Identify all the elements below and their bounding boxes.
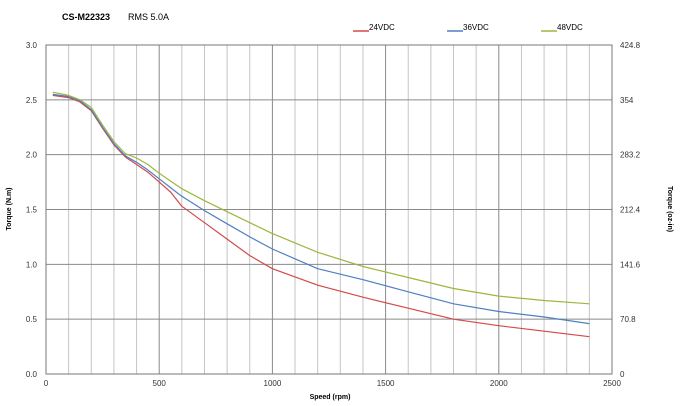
y2-axis-label: Torque (oz-in) [666, 186, 673, 232]
x-tick-label: 1000 [264, 379, 282, 388]
y2-tick-label: 354 [620, 96, 634, 105]
y-tick-label: 2.5 [26, 96, 38, 105]
legend-label: 36VDC [463, 23, 489, 32]
y-axis-ticks: 0.0 0.5 1.0 1.5 2.0 2.5 3.0 [26, 41, 38, 379]
legend-label: 48VDC [557, 23, 583, 32]
x-tick-label: 2500 [603, 379, 621, 388]
x-tick-label: 0 [44, 379, 49, 388]
legend-label: 24VDC [369, 23, 395, 32]
y-tick-label: 0.0 [26, 370, 38, 379]
y2-tick-label: 141.6 [620, 260, 641, 269]
y-axis-label: Torque (N.m) [6, 187, 13, 230]
x-tick-label: 2000 [490, 379, 508, 388]
series-layer [52, 91, 590, 338]
y2-tick-label: 0 [620, 370, 625, 379]
y2-tick-label: 212.4 [620, 206, 641, 215]
y-tick-label: 1.0 [26, 260, 38, 269]
series-line-24vdc [52, 94, 590, 338]
series-line-36vdc [52, 93, 590, 325]
legend: 24VDC 36VDC 48VDC [353, 23, 583, 32]
y-tick-label: 3.0 [26, 41, 38, 50]
chart-current-subtitle: RMS 5.0A [128, 12, 169, 22]
plot-grid [46, 45, 612, 374]
y-tick-label: 0.5 [26, 315, 38, 324]
y2-tick-label: 70.8 [620, 315, 636, 324]
x-tick-label: 500 [153, 379, 167, 388]
y-tick-label: 2.0 [26, 151, 38, 160]
y2-tick-label: 283.2 [620, 151, 641, 160]
x-axis-ticks: 0 500 1000 1500 2000 2500 [44, 379, 622, 388]
plot-frame [45, 44, 613, 375]
x-axis-label: Speed (rpm) [310, 394, 351, 401]
series-line-48vdc [52, 91, 590, 305]
y2-axis-ticks: 0 70.8 141.6 212.4 283.2 354 424.8 [620, 41, 641, 379]
x-tick-label: 1500 [377, 379, 395, 388]
y-tick-label: 1.5 [26, 206, 38, 215]
chart-model-title: CS-M22323 [62, 12, 110, 22]
y2-tick-label: 424.8 [620, 41, 641, 50]
